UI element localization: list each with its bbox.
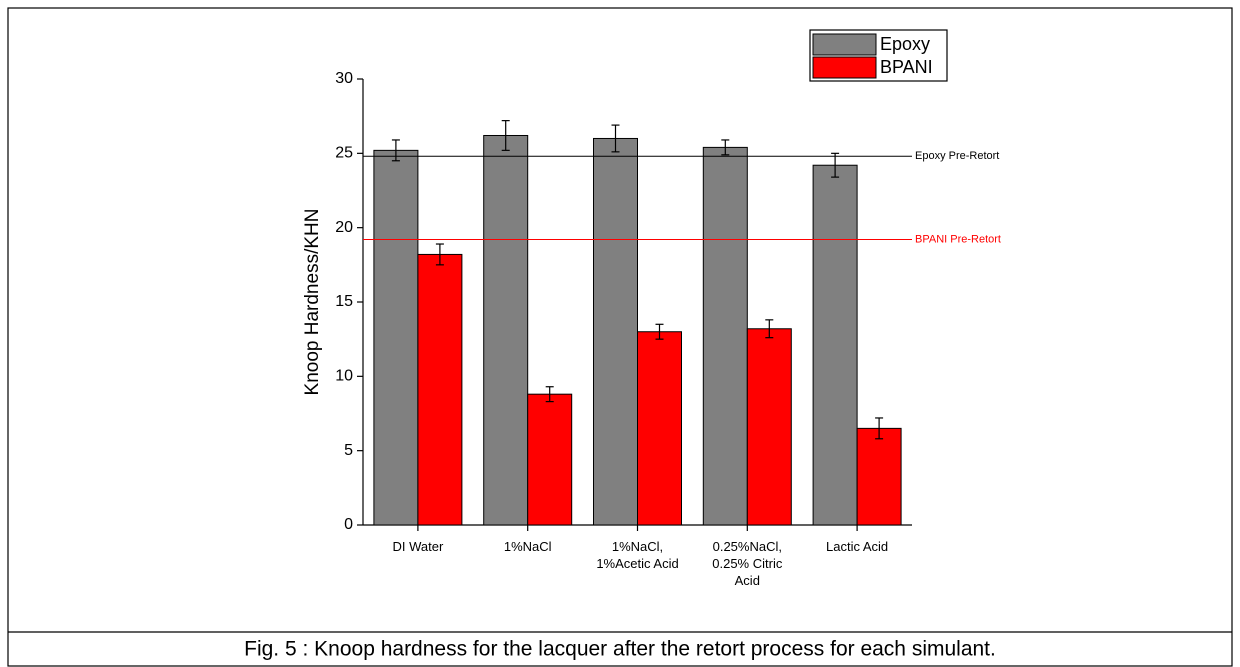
legend-label: BPANI <box>880 57 933 77</box>
reference-label: BPANI Pre-Retort <box>915 233 1001 245</box>
x-tick-label: Lactic Acid <box>826 539 888 554</box>
x-tick-label: DI Water <box>392 539 443 554</box>
x-tick-label: 1%NaCl, 1%Acetic Acid <box>596 539 678 571</box>
y-tick-label: 5 <box>344 442 353 459</box>
bar <box>527 393 573 526</box>
legend-swatch <box>812 56 877 79</box>
y-tick-label: 10 <box>335 368 353 385</box>
legend-label: Epoxy <box>880 34 930 54</box>
frame <box>7 7 1233 667</box>
y-tick-label: 0 <box>344 516 353 533</box>
bar <box>637 331 682 526</box>
y-tick-label: 30 <box>335 70 353 87</box>
bar <box>417 253 463 526</box>
bar <box>702 146 748 526</box>
bar <box>483 134 529 526</box>
y-tick-label: 20 <box>335 219 353 236</box>
caption: Fig. 5 : Knoop hardness for the lacquer … <box>244 638 996 661</box>
bar <box>812 164 858 526</box>
y-tick-label: 15 <box>335 293 353 310</box>
x-tick-label: 0.25%NaCl, 0.25% Citric Acid <box>712 539 783 588</box>
x-tick-label: 1%NaCl <box>504 539 552 554</box>
bar <box>856 427 902 526</box>
legend-swatch <box>812 33 877 56</box>
bar <box>373 149 419 526</box>
y-axis-label: Knoop Hardness/KHN <box>302 209 323 396</box>
y-tick-label: 25 <box>335 145 353 162</box>
bar <box>746 328 792 526</box>
bar <box>593 137 638 526</box>
reference-label: Epoxy Pre-Retort <box>915 150 999 162</box>
